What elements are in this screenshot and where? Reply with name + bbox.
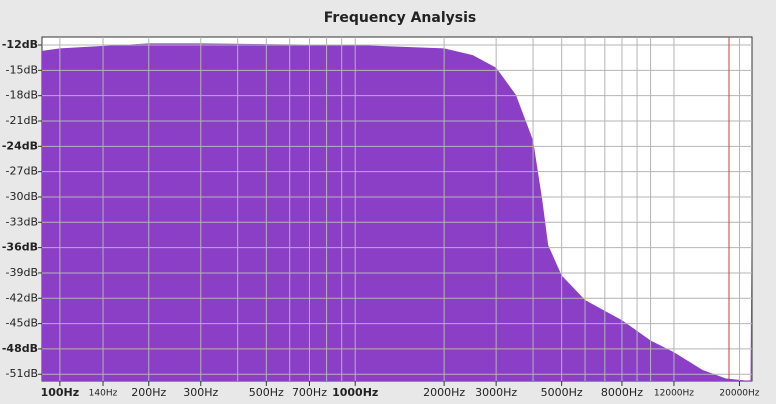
x-tick-label: 8000Hz — [601, 386, 643, 399]
y-tick-label: -48dB — [2, 342, 38, 355]
x-tick-label: 2000Hz — [423, 386, 465, 399]
y-tick-label: -24dB — [2, 139, 38, 152]
y-tick-label: -30dB — [6, 190, 39, 203]
x-tick-label: 5000Hz — [541, 386, 583, 399]
y-tick-label: -27dB — [6, 165, 39, 178]
x-tick-label: 3000Hz — [475, 386, 517, 399]
y-tick-label: -33dB — [6, 215, 39, 228]
spectrum-area — [42, 43, 752, 381]
x-tick-label: 100Hz — [41, 386, 80, 399]
y-tick-label: -21dB — [6, 114, 39, 127]
x-tick-label: 140Hz — [89, 389, 118, 399]
y-tick-label: -39dB — [6, 266, 39, 279]
x-tick-label: 300Hz — [183, 386, 218, 399]
x-tick-label: 20000Hz — [719, 389, 759, 399]
area-layer — [42, 43, 752, 381]
y-tick-label: -51dB — [6, 367, 39, 380]
y-tick-label: -36dB — [2, 241, 38, 254]
y-tick-label: -42dB — [6, 291, 39, 304]
y-tick-label: -12dB — [2, 38, 38, 51]
x-tick-label: 700Hz — [292, 386, 327, 399]
x-tick-label: 200Hz — [131, 386, 166, 399]
x-tick-label: 12000Hz — [654, 389, 694, 399]
y-tick-label: -18dB — [6, 89, 39, 102]
chart-title: Frequency Analysis — [324, 10, 476, 26]
grid-layer — [42, 37, 752, 381]
y-tick-label: -15dB — [6, 63, 39, 76]
x-tick-label: 1000Hz — [332, 386, 378, 399]
x-tick-label: 500Hz — [249, 386, 284, 399]
y-tick-label: -45dB — [6, 317, 39, 330]
